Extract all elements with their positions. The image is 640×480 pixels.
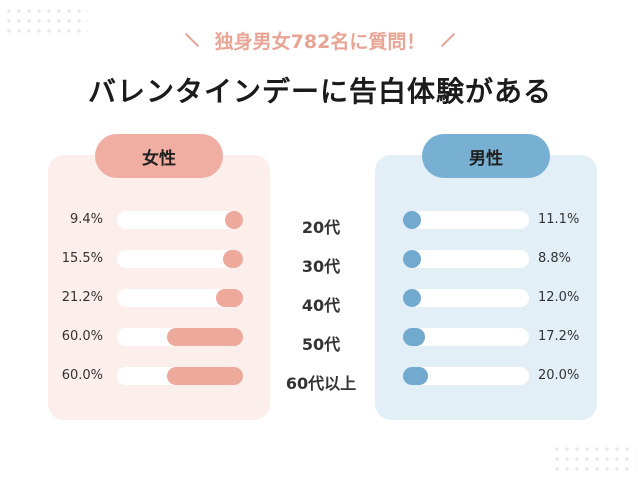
slash-decoration xyxy=(184,32,199,48)
female-bar-track xyxy=(117,367,243,385)
female-bar-track xyxy=(117,211,243,229)
male-legend-label: 男性 xyxy=(422,134,550,178)
female-bar xyxy=(216,289,243,307)
female-bar-track xyxy=(117,328,243,346)
male-value-label: 11.1% xyxy=(538,212,580,227)
decorative-dots xyxy=(4,6,88,36)
male-bar xyxy=(403,250,421,268)
male-bar xyxy=(403,211,421,229)
female-bar xyxy=(167,328,243,346)
female-bar-track xyxy=(117,289,243,307)
age-group-label: 20代 xyxy=(301,218,341,237)
male-bar-track xyxy=(403,289,529,307)
age-group-label: 40代 xyxy=(301,296,341,315)
male-bar xyxy=(403,289,421,307)
female-bar xyxy=(223,250,243,268)
male-value-label: 12.0% xyxy=(538,290,580,305)
age-group-label: 50代 xyxy=(301,335,341,354)
male-value-label: 20.0% xyxy=(538,368,580,383)
age-group-label: 60代以上 xyxy=(285,374,357,393)
male-bar xyxy=(403,367,429,385)
female-value-label: 9.4% xyxy=(69,212,103,227)
slash-decoration xyxy=(441,32,456,48)
subtitle-text: 独身男女782名に質問！ xyxy=(214,30,426,53)
male-bar-track xyxy=(403,211,529,229)
male-value-label: 8.8% xyxy=(538,251,572,266)
male-value-label: 17.2% xyxy=(538,329,580,344)
male-bar-track xyxy=(403,328,529,346)
subtitle-banner: 独身男女782名に質問！ xyxy=(0,26,640,54)
male-bar-track xyxy=(403,250,529,268)
decorative-dots xyxy=(552,444,636,474)
female-bar xyxy=(167,367,243,385)
male-bar xyxy=(403,328,425,346)
female-bar xyxy=(225,211,243,229)
female-value-label: 60.0% xyxy=(61,368,103,383)
age-group-label: 30代 xyxy=(301,257,341,276)
female-value-label: 60.0% xyxy=(61,329,103,344)
male-bar-track xyxy=(403,367,529,385)
female-value-label: 15.5% xyxy=(61,251,103,266)
female-bar-track xyxy=(117,250,243,268)
female-legend-label: 女性 xyxy=(95,134,223,178)
chart-title: バレンタインデーに告白体験がある xyxy=(87,75,552,108)
female-value-label: 21.2% xyxy=(61,290,103,305)
